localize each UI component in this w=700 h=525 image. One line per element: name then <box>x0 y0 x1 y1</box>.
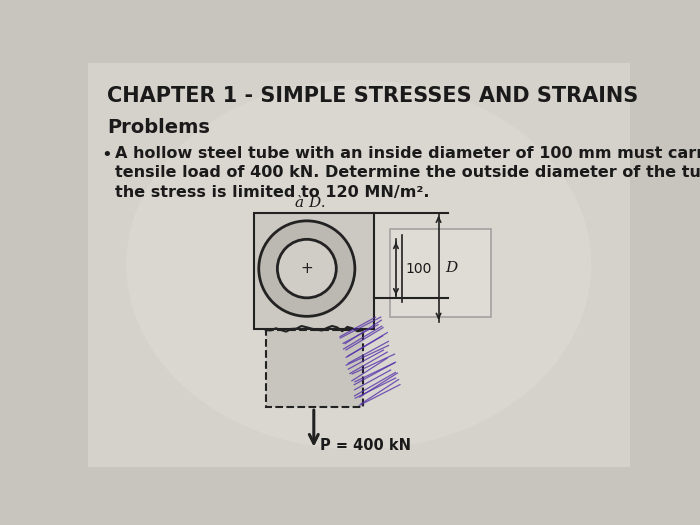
Bar <box>390 228 491 317</box>
Text: +: + <box>300 261 313 276</box>
Bar <box>254 213 374 329</box>
Circle shape <box>277 239 336 298</box>
Circle shape <box>259 221 355 317</box>
Bar <box>266 330 363 407</box>
Ellipse shape <box>126 80 592 449</box>
Text: tensile load of 400 kN. Determine the outside diameter of the tube if: tensile load of 400 kN. Determine the ou… <box>115 165 700 181</box>
Text: D: D <box>444 261 457 275</box>
Text: A hollow steel tube with an inside diameter of 100 mm must carry a: A hollow steel tube with an inside diame… <box>115 146 700 161</box>
Text: 100: 100 <box>405 261 432 276</box>
Text: •: • <box>102 146 112 164</box>
Text: the stress is limited to 120 MN/m².: the stress is limited to 120 MN/m². <box>115 185 429 200</box>
Text: Problems: Problems <box>107 119 210 138</box>
Text: CHAPTER 1 - SIMPLE STRESSES AND STRAINS: CHAPTER 1 - SIMPLE STRESSES AND STRAINS <box>107 86 638 106</box>
Text: à D.: à D. <box>295 196 326 210</box>
Text: P = 400 kN: P = 400 kN <box>320 438 411 453</box>
